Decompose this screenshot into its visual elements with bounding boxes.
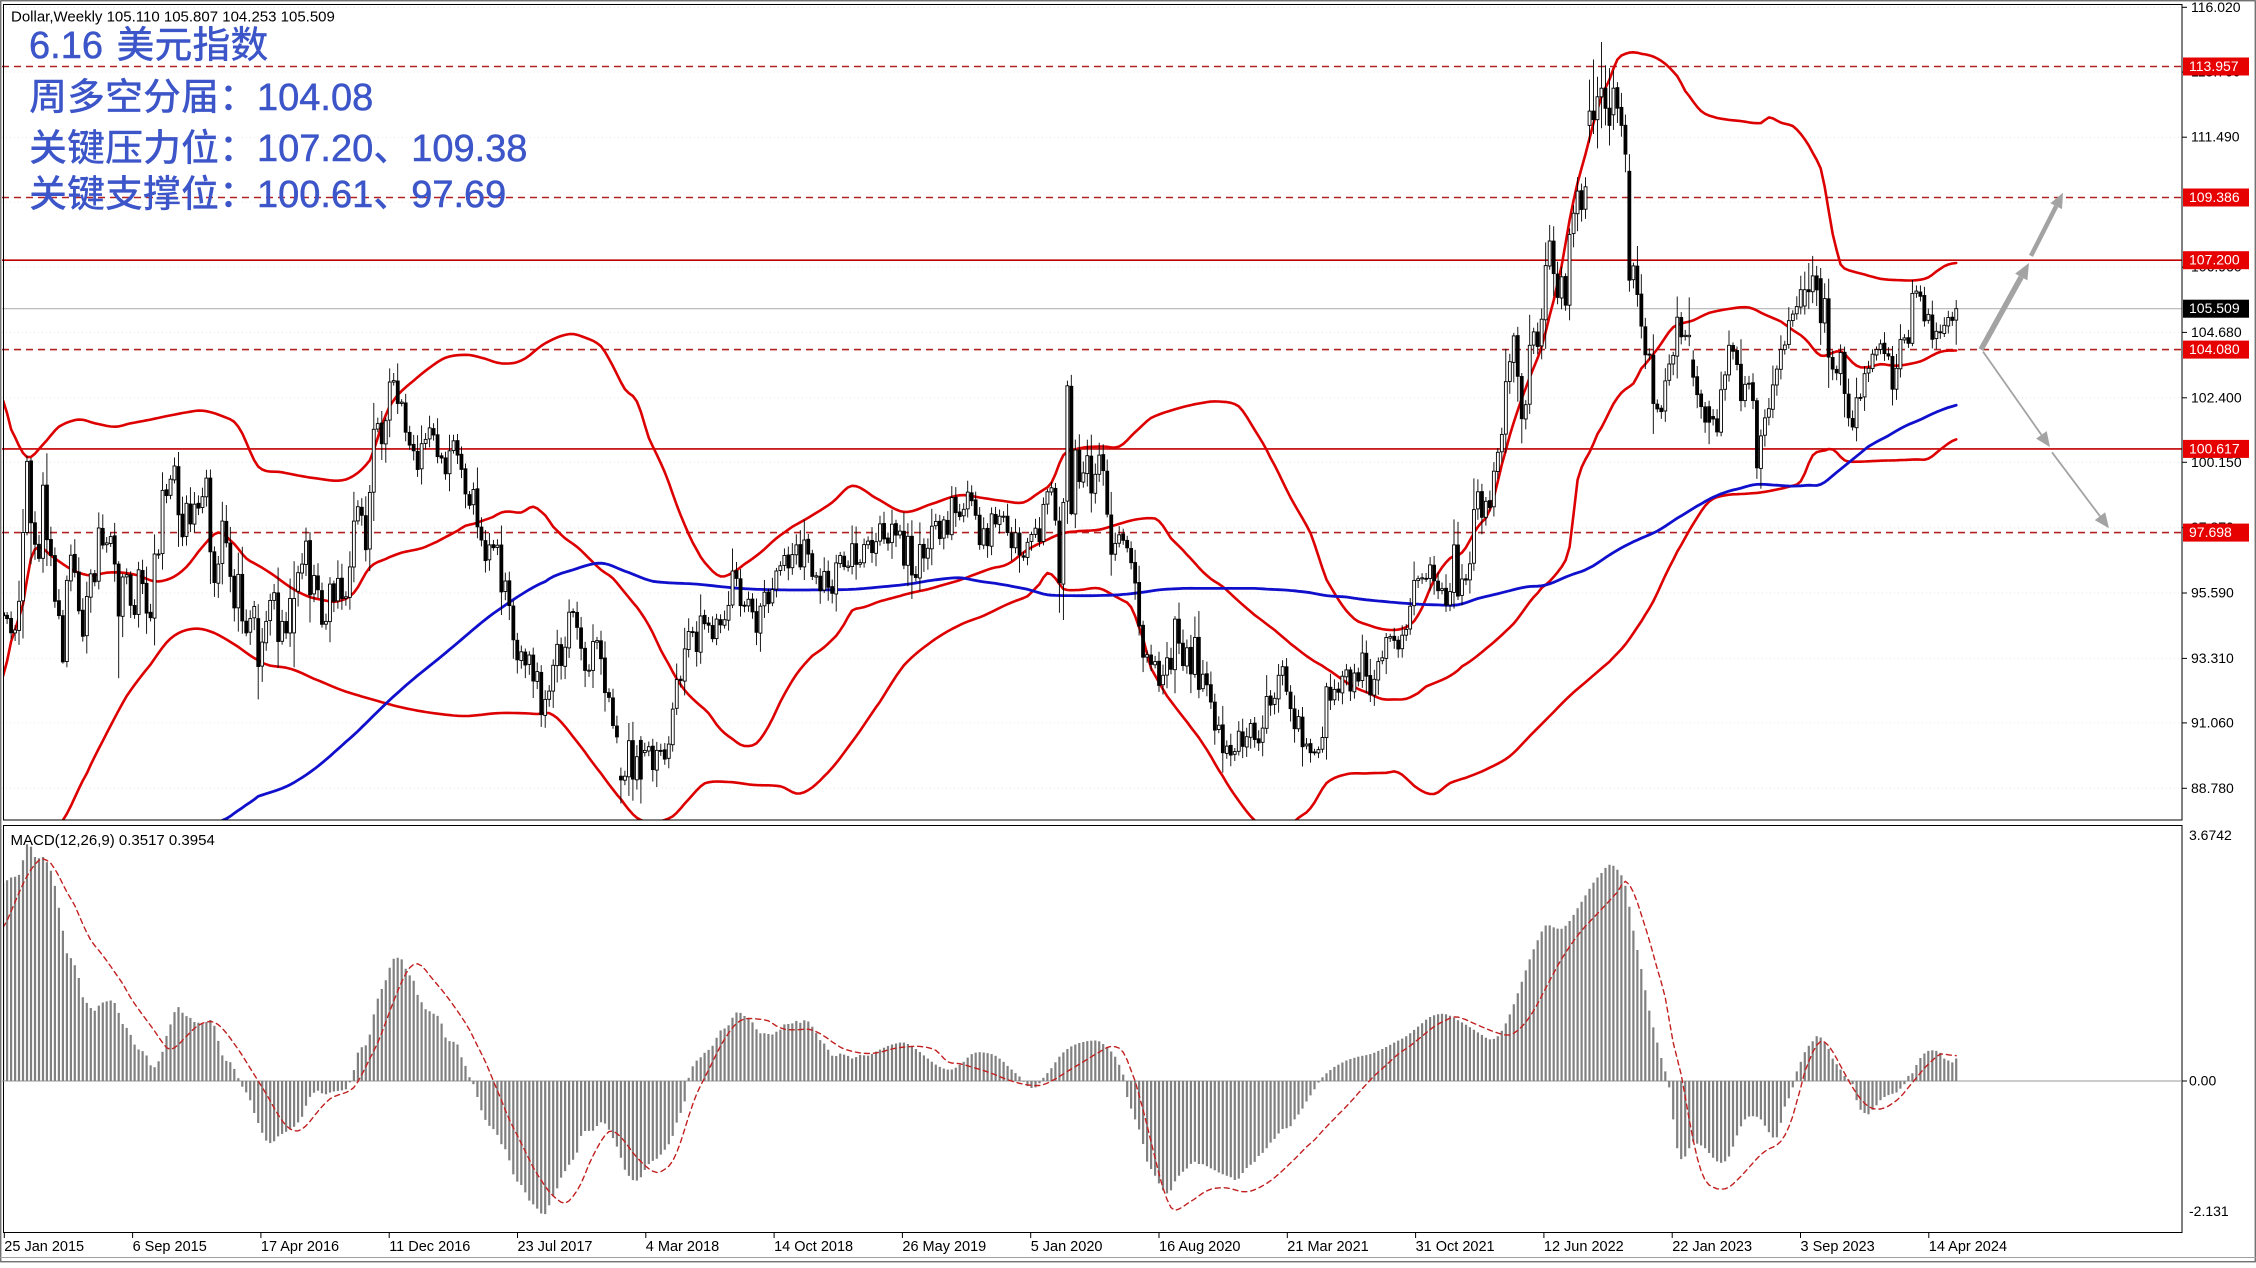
svg-text:116.020: 116.020	[2191, 0, 2241, 15]
svg-text:105.509: 105.509	[2189, 300, 2240, 316]
svg-text:91.060: 91.060	[2191, 714, 2234, 730]
svg-text:107.20: 107.20	[257, 128, 373, 170]
svg-text:31 Oct 2021: 31 Oct 2021	[1416, 1239, 1495, 1255]
svg-text:14 Apr 2024: 14 Apr 2024	[1929, 1239, 2007, 1255]
svg-text:6 Sep 2015: 6 Sep 2015	[133, 1239, 207, 1255]
svg-text:3 Sep 2023: 3 Sep 2023	[1801, 1239, 1875, 1255]
svg-text:104.080: 104.080	[2189, 341, 2240, 357]
svg-text:109.386: 109.386	[2189, 189, 2240, 205]
svg-text:26 May 2019: 26 May 2019	[902, 1239, 986, 1255]
svg-text:14 Oct 2018: 14 Oct 2018	[774, 1239, 853, 1255]
svg-text:97.69: 97.69	[411, 174, 506, 216]
svg-text:0.00: 0.00	[2189, 1073, 2216, 1089]
svg-text:11 Dec 2016: 11 Dec 2016	[389, 1239, 470, 1255]
svg-text:5 Jan 2020: 5 Jan 2020	[1031, 1239, 1103, 1255]
svg-text:3.6742: 3.6742	[2189, 827, 2232, 843]
svg-text:107.200: 107.200	[2189, 252, 2240, 268]
svg-text:17 Apr 2016: 17 Apr 2016	[261, 1239, 339, 1255]
svg-text:104.680: 104.680	[2191, 324, 2242, 340]
svg-text:Dollar,Weekly 105.110 105.807: Dollar,Weekly 105.110 105.807 104.253 10…	[11, 9, 335, 26]
svg-text:109.38: 109.38	[411, 128, 527, 170]
svg-text:-2.131: -2.131	[2189, 1203, 2229, 1219]
svg-text:102.400: 102.400	[2191, 389, 2242, 405]
svg-text:93.310: 93.310	[2191, 650, 2234, 666]
svg-text:111.490: 111.490	[2191, 129, 2240, 145]
svg-text:23 Jul 2017: 23 Jul 2017	[518, 1239, 593, 1255]
svg-text:6.16: 6.16	[29, 25, 103, 67]
svg-text:MACD(12,26,9) 0.3517 0.3954: MACD(12,26,9) 0.3517 0.3954	[11, 832, 215, 849]
svg-text:113.957: 113.957	[2189, 58, 2239, 74]
svg-text:97.698: 97.698	[2189, 524, 2232, 540]
svg-text:16 Aug 2020: 16 Aug 2020	[1159, 1239, 1240, 1255]
svg-text:21 Mar 2021: 21 Mar 2021	[1287, 1239, 1368, 1255]
svg-text:104.08: 104.08	[257, 77, 373, 119]
svg-text:100.61: 100.61	[257, 174, 373, 216]
svg-text:88.780: 88.780	[2191, 780, 2234, 796]
svg-text:100.617: 100.617	[2189, 440, 2240, 456]
svg-text:4 Mar 2018: 4 Mar 2018	[646, 1239, 719, 1255]
svg-text:95.590: 95.590	[2191, 585, 2234, 601]
svg-text:12 Jun 2022: 12 Jun 2022	[1544, 1239, 1624, 1255]
svg-text:25 Jan 2015: 25 Jan 2015	[4, 1239, 84, 1255]
svg-text:22 Jan 2023: 22 Jan 2023	[1672, 1239, 1752, 1255]
